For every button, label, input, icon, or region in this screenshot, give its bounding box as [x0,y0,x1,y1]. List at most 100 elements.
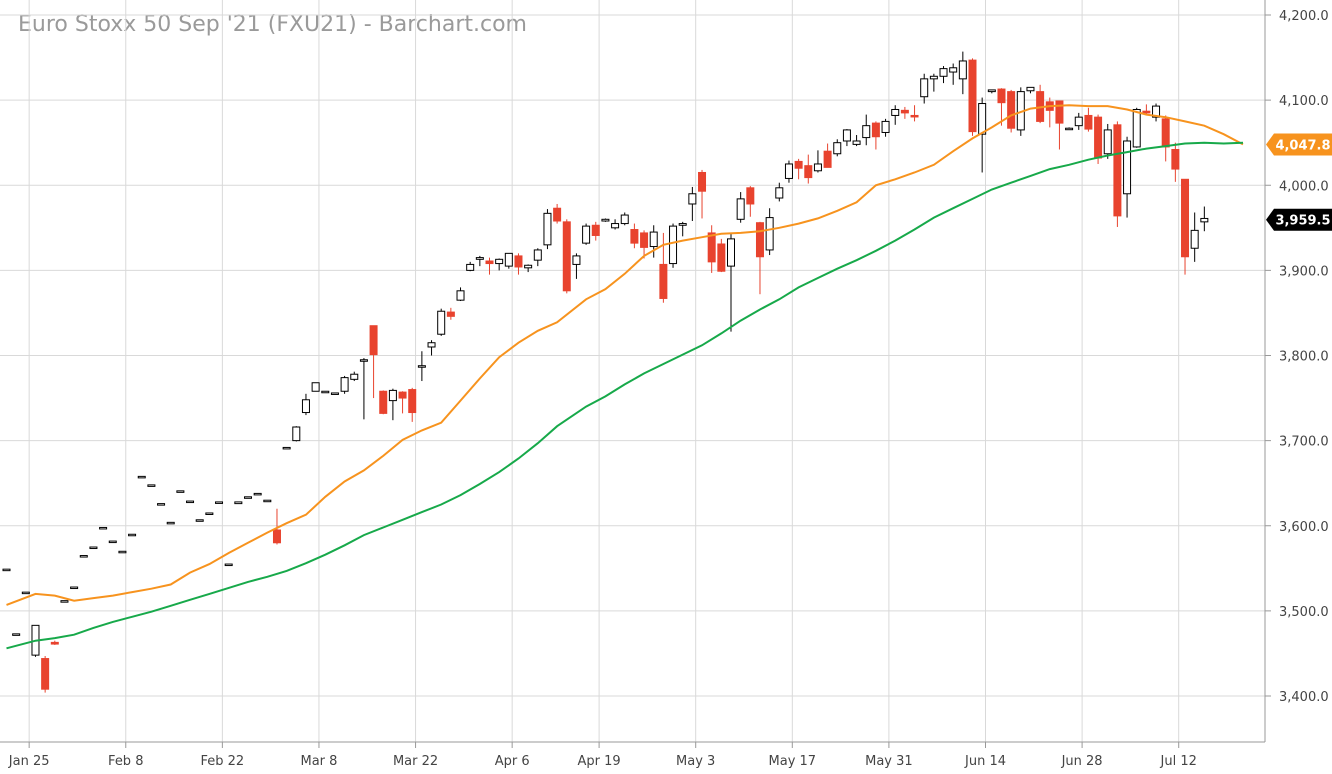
candle-body [301,399,310,414]
candle-body [755,222,764,258]
x-tick-label: Feb 22 [201,754,245,769]
candle-body [958,60,967,80]
y-tick-label: 3,800.0 [1279,350,1329,365]
candle-body [2,568,11,572]
candle-body [369,325,378,356]
candle-body [205,512,214,515]
y-tick-label: 3,600.0 [1279,520,1329,535]
candle-body [929,75,938,80]
candle-body [50,641,59,645]
price-badges: 4,047.8 3,959.5 [1266,133,1332,231]
y-tick-label: 3,700.0 [1279,435,1329,450]
y-tick-label: 4,100.0 [1279,94,1329,109]
candle-body [21,591,30,595]
candle-series [2,51,1209,693]
candle-body [939,68,948,77]
candle-body [321,390,330,394]
candle-body [330,392,339,395]
candle-body [1103,129,1112,155]
candle-body [108,540,117,544]
moving-average-long-line [6,141,1244,650]
candle-body [804,165,813,179]
candle-body [920,78,929,98]
candle-body [669,225,678,265]
candle-body [137,475,146,479]
candle-body [1113,124,1122,217]
candle-body [41,658,50,690]
candle-body [166,521,175,525]
candle-body [1094,116,1103,159]
x-tick-label: Jul 12 [1160,754,1197,769]
moving-average-short-line [6,104,1244,606]
candle-body [1084,114,1093,130]
candle-body [504,252,513,267]
candle-body [533,249,542,261]
candle-body [784,163,793,179]
x-tick-label: Mar 8 [300,754,337,769]
candle-body [417,365,426,368]
candle-body [813,163,822,172]
candle-body [292,426,301,442]
candle-body [1190,229,1199,249]
candle-body [234,501,243,505]
candle-body [862,125,871,139]
badge-label: 4,047.8 [1275,139,1330,154]
candle-body [263,499,272,503]
y-tick-label: 3,900.0 [1279,264,1329,279]
candle-body [1132,108,1141,148]
candle-body [485,260,494,265]
candle-body [678,223,687,226]
x-tick-label: May 17 [769,754,817,769]
candle-body [1161,118,1170,148]
candle-body [833,142,842,155]
candle-body [1065,127,1074,131]
candle-body [147,484,156,487]
candle-body [968,59,977,133]
candle-body [282,446,291,450]
candle-body [823,150,832,168]
candle-body [1152,105,1161,118]
candle-body [727,238,735,267]
ma-price-badge: 4,047.8 [1266,133,1332,156]
candle-body [79,555,88,558]
candle-body [910,114,919,118]
candle-body [688,193,697,205]
candle-body [466,263,475,271]
candle-body [1181,178,1190,258]
candle-body [736,198,745,220]
candle-body [427,342,436,348]
chart-title: Euro Stoxx 50 Sep '21 (FXU21) - Barchart… [18,12,527,37]
candle-body [524,264,533,269]
candle-body [746,187,755,205]
candle-body [495,258,504,265]
candle-body [978,103,987,135]
candle-body [1007,91,1016,129]
candle-body [794,160,803,169]
candle-body [99,526,108,530]
candle-body [659,263,668,299]
candle-body [359,359,368,362]
candle-body [224,563,233,567]
x-tick-label: Feb 8 [108,754,143,769]
candle-body [128,533,137,537]
candle-body [60,600,69,603]
candle-body [881,120,890,133]
candle-body [1142,110,1151,114]
candle-body [572,255,581,265]
candle-body [649,231,658,248]
candle-body [852,140,861,145]
candle-body [186,500,195,504]
candle-body [765,217,774,251]
y-tick-label: 3,400.0 [1279,690,1329,705]
x-tick-label: Apr 19 [578,754,621,769]
candle-body [553,207,562,222]
badge-label: 3,959.5 [1275,214,1330,229]
candle-body [12,633,21,636]
candle-body [1026,86,1035,92]
candle-body [1074,116,1083,127]
candle-body [630,229,639,244]
y-tick-label: 3,500.0 [1279,605,1329,620]
candle-body [949,67,958,73]
candle-body [717,243,726,272]
